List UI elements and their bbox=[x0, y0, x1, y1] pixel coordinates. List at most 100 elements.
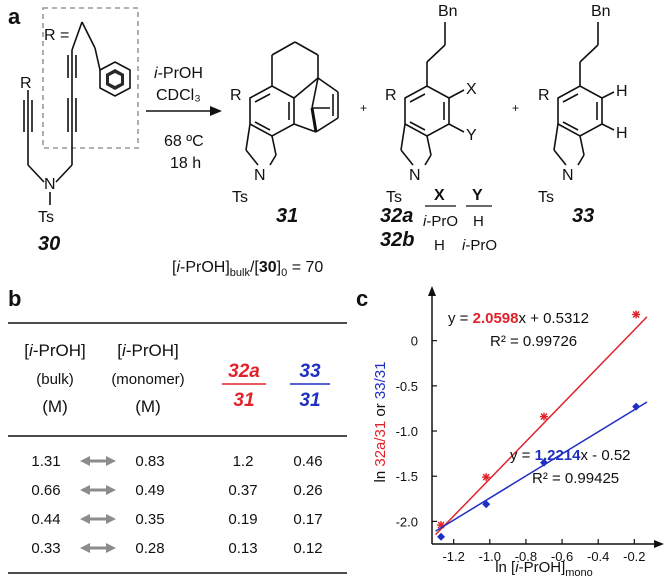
data-point-32a-31 bbox=[482, 473, 491, 482]
x-tick-label: -0.2 bbox=[623, 549, 645, 564]
y-tick-label: -2.0 bbox=[396, 514, 418, 529]
y-tick-label: -1.0 bbox=[396, 424, 418, 439]
data-point-33-31 bbox=[482, 500, 491, 509]
compound-32b-label: 32b bbox=[380, 229, 414, 251]
r-equals-label: R = bbox=[44, 27, 69, 44]
header-bulk-line1: [i-PrOH] bbox=[24, 341, 85, 360]
double-arrow-icon bbox=[80, 485, 116, 495]
table-cell: 1.2 bbox=[233, 453, 254, 470]
table-cell: 0.12 bbox=[293, 540, 322, 557]
ts-group-32: Ts bbox=[386, 189, 402, 206]
data-point-33-31 bbox=[437, 532, 446, 541]
solvent-label: CDCl₃ bbox=[156, 87, 201, 104]
compound-30-label: 30 bbox=[38, 233, 60, 255]
compound-32-structure bbox=[400, 22, 465, 166]
bn-group-33: Bn bbox=[591, 3, 611, 20]
y-tick-label: 0 bbox=[411, 334, 418, 349]
fit-line-32a-31 bbox=[435, 316, 648, 536]
table-cell: 0.35 bbox=[135, 511, 164, 528]
table-cell: 0.26 bbox=[293, 482, 322, 499]
header-monomer-line3: (M) bbox=[135, 397, 160, 416]
header-32a-denominator: 31 bbox=[233, 390, 254, 411]
x-tick-label: -0.8 bbox=[515, 549, 537, 564]
y-table-header: Y bbox=[472, 187, 483, 204]
fit-line-33-31 bbox=[435, 401, 648, 532]
y-tick-label: -1.5 bbox=[396, 469, 418, 484]
data-point-33-31 bbox=[540, 458, 548, 467]
n-atom-33: N bbox=[562, 167, 574, 184]
compound-32a-label: 32a bbox=[380, 205, 413, 227]
compound-30-structure bbox=[23, 7, 139, 205]
table-cell: 0.28 bbox=[135, 540, 164, 557]
n-atom-31: N bbox=[254, 167, 266, 184]
x-atom-32: X bbox=[466, 81, 477, 98]
compound-31-label: 31 bbox=[276, 205, 298, 227]
table-body: 1.31 0.83 1.2 0.46 0.66 0.49 0.37 0.26 0.44 0.35 0… bbox=[31, 453, 322, 557]
fit-equation-33-31: y = 1.2214x - 0.52 bbox=[510, 447, 631, 464]
header-monomer-line1: [i-PrOH] bbox=[117, 341, 178, 360]
table-cell: 0.44 bbox=[31, 511, 60, 528]
table-cell: 0.13 bbox=[228, 540, 257, 557]
ts-group-33: Ts bbox=[538, 189, 554, 206]
temperature-label: 68 ºC bbox=[164, 133, 204, 150]
data-point-32a-31 bbox=[632, 310, 641, 319]
fit-equation-32a-31: y = 2.0598x + 0.5312 bbox=[448, 310, 589, 327]
double-arrow-icon bbox=[80, 543, 116, 553]
header-33-denominator: 31 bbox=[299, 390, 320, 411]
plus-sign-1: + bbox=[360, 101, 367, 115]
y-axis-arrowhead bbox=[428, 286, 436, 296]
r-atom-30: R bbox=[20, 75, 32, 92]
double-arrow-icon bbox=[80, 514, 116, 524]
r-squared-32a-31: R² = 0.99726 bbox=[490, 333, 577, 350]
data-point-32a-31 bbox=[540, 412, 548, 421]
time-label: 18 h bbox=[170, 155, 201, 172]
panel-a-letter: a bbox=[8, 4, 21, 29]
n-atom-32: N bbox=[409, 167, 421, 184]
y-atom-32: Y bbox=[466, 127, 477, 144]
table-cell: 0.37 bbox=[228, 482, 257, 499]
compound-33-structure bbox=[553, 22, 615, 166]
x-table-header: X bbox=[434, 187, 445, 204]
table-cell: 0.19 bbox=[228, 511, 257, 528]
cell-32a-x: i-PrO bbox=[423, 213, 458, 230]
r-atom-33: R bbox=[538, 87, 550, 104]
reagent-label: i-PrOH bbox=[154, 65, 203, 82]
header-monomer-line2: (monomer) bbox=[111, 371, 184, 388]
compound-31-structure bbox=[245, 41, 339, 166]
table-cell: 0.66 bbox=[31, 482, 60, 499]
x-tick-label: -1.0 bbox=[479, 549, 501, 564]
scatter-chart: -1.2 -1.0 -0.8 -0.6 -0.4 -0.2 0 -0.5 -1.0 -1.5 -2.… bbox=[372, 286, 664, 577]
header-bulk-line3: (M) bbox=[42, 397, 67, 416]
plus-sign-2: + bbox=[512, 101, 519, 115]
ts-group-31: Ts bbox=[232, 189, 248, 206]
x-tick-label: -0.4 bbox=[587, 549, 609, 564]
table-cell: 0.49 bbox=[135, 482, 164, 499]
y-axis-label: ln 32a/31 or 33/31 bbox=[372, 362, 389, 483]
header-32a-numerator: 32a bbox=[228, 361, 260, 382]
h-atom-33-bottom: H bbox=[616, 125, 628, 142]
x-axis-arrowhead bbox=[654, 540, 664, 548]
n-atom-30: N bbox=[44, 176, 56, 193]
header-bulk-line2: (bulk) bbox=[36, 371, 74, 388]
data-point-33-31 bbox=[632, 402, 641, 411]
compound-33-label: 33 bbox=[572, 205, 594, 227]
table-cell: 0.46 bbox=[293, 453, 322, 470]
table-cell: 0.17 bbox=[293, 511, 322, 528]
x-tick-label: -1.2 bbox=[442, 549, 464, 564]
r-atom-31: R bbox=[230, 87, 242, 104]
h-atom-33-top: H bbox=[616, 83, 628, 100]
r-squared-33-31: R² = 0.99425 bbox=[532, 470, 619, 487]
table-cell: 0.33 bbox=[31, 540, 60, 557]
ts-group-30: Ts bbox=[38, 209, 54, 226]
table-cell: 1.31 bbox=[31, 453, 60, 470]
ratio-line: [i-PrOH]bulk/[30]0 = 70 bbox=[172, 259, 323, 279]
y-tick-label: -0.5 bbox=[396, 379, 418, 394]
panel-b-letter: b bbox=[8, 286, 21, 311]
cell-32a-y: H bbox=[473, 213, 484, 230]
x-axis-label: ln [i-PrOH]mono bbox=[495, 559, 593, 577]
table-cell: 0.83 bbox=[135, 453, 164, 470]
double-arrow-icon bbox=[80, 456, 116, 466]
bn-group-32: Bn bbox=[438, 3, 458, 20]
x-tick-label: -0.6 bbox=[551, 549, 573, 564]
